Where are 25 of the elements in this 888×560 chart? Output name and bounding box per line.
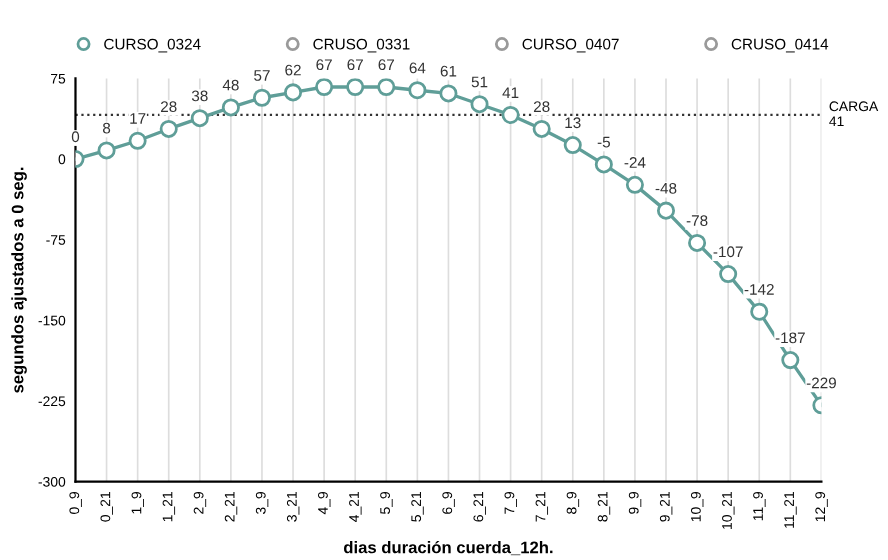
point xyxy=(532,119,551,138)
point xyxy=(750,302,769,321)
point xyxy=(128,131,147,150)
point xyxy=(563,136,582,155)
point xyxy=(688,233,707,252)
point xyxy=(625,175,644,194)
point xyxy=(284,83,303,102)
point xyxy=(719,265,738,284)
point xyxy=(781,351,800,370)
point xyxy=(190,109,209,128)
point xyxy=(656,201,676,220)
point xyxy=(221,98,240,117)
x-axis-title: dias duración cuerda_12h. xyxy=(344,540,553,556)
point xyxy=(501,105,520,124)
point xyxy=(377,78,396,97)
point xyxy=(470,95,489,114)
y-axis-title: segundos ajustados a 0 seg. xyxy=(11,167,27,393)
point xyxy=(594,155,613,174)
point xyxy=(252,88,271,107)
point xyxy=(315,78,334,97)
point xyxy=(408,81,427,100)
point xyxy=(159,119,178,138)
point xyxy=(346,78,365,97)
point xyxy=(97,141,116,160)
point xyxy=(439,84,458,103)
